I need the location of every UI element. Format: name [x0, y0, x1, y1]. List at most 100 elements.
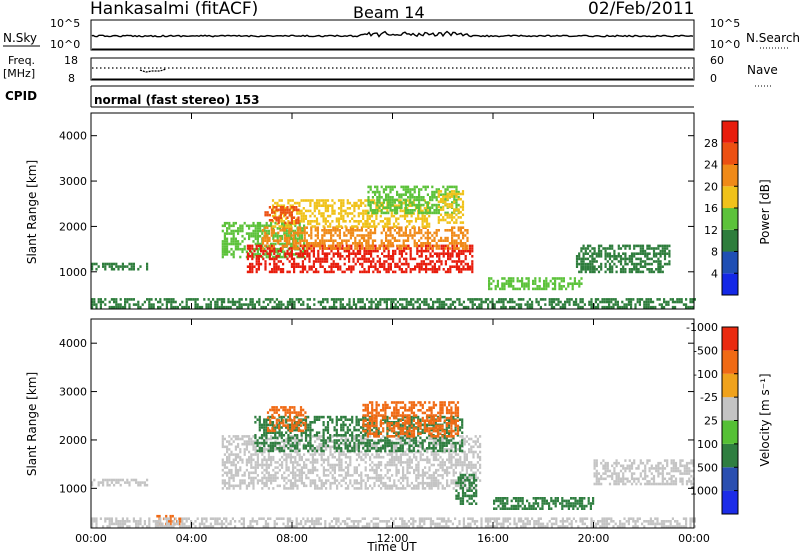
power-cell	[630, 300, 633, 304]
velocity-cell	[461, 466, 464, 469]
power-cell	[293, 222, 297, 226]
power-cell	[216, 298, 219, 301]
power-cell	[367, 260, 370, 263]
power-cell	[318, 204, 321, 207]
velocity-cell	[413, 484, 416, 488]
power-cell	[357, 214, 360, 218]
power-cell	[270, 234, 273, 237]
velocity-cell	[267, 471, 270, 475]
power-cell	[273, 257, 276, 261]
power-cell	[689, 305, 692, 309]
power-cell	[230, 242, 233, 246]
power-cell	[431, 249, 434, 253]
power-cell	[275, 265, 278, 268]
velocity-cell	[314, 479, 317, 482]
power-cell	[437, 200, 440, 204]
power-cell	[387, 234, 390, 237]
power-cell	[241, 247, 244, 251]
power-cell	[413, 188, 416, 191]
power-cell	[322, 300, 325, 304]
velocity-cell	[261, 453, 264, 456]
velocity-cell	[342, 476, 345, 480]
velocity-cell	[285, 440, 288, 443]
power-cell	[578, 252, 581, 255]
velocity-cell	[320, 458, 323, 462]
power-cell	[433, 262, 436, 266]
power-cell	[405, 270, 408, 274]
power-cell	[580, 282, 583, 285]
power-cell	[388, 217, 391, 220]
power-colorbar-segment	[722, 164, 738, 187]
velocity-cell	[296, 444, 299, 447]
velocity-cell	[428, 484, 431, 488]
velocity-cell	[377, 463, 380, 467]
power-cell	[315, 217, 319, 220]
power-cell	[521, 285, 524, 288]
power-cell	[381, 265, 384, 268]
velocity-cell	[441, 458, 444, 462]
power-cell	[332, 242, 335, 245]
velocity-cell	[459, 440, 462, 443]
power-cell	[278, 204, 281, 207]
power-cell	[561, 303, 564, 306]
velocity-cell	[377, 455, 380, 459]
power-cell	[252, 234, 255, 238]
power-cell	[348, 305, 351, 309]
power-cell	[538, 287, 541, 291]
power-cell	[387, 198, 390, 202]
beam-title: Beam 14	[353, 3, 425, 22]
velocity-cell	[265, 476, 268, 480]
power-cell	[420, 262, 423, 266]
power-cell	[314, 242, 317, 245]
power-cell	[482, 300, 485, 304]
power-cell	[420, 196, 423, 199]
power-cell	[409, 252, 412, 255]
power-cell	[237, 227, 240, 230]
velocity-cell	[278, 421, 281, 424]
power-cell	[282, 206, 285, 209]
power-cell	[288, 208, 291, 212]
power-cell	[374, 190, 377, 194]
power-cell	[646, 255, 649, 258]
velocity-cell	[254, 436, 257, 440]
power-cell	[358, 229, 361, 232]
velocity-cell	[267, 455, 270, 459]
power-cell	[318, 199, 321, 202]
power-cell	[404, 206, 407, 209]
velocity-cell	[234, 471, 237, 475]
velocity-cell	[472, 440, 475, 443]
power-cell	[261, 247, 265, 250]
velocity-cell	[448, 458, 451, 462]
power-cell	[405, 268, 408, 271]
velocity-cell	[311, 435, 314, 438]
velocity-cell	[463, 458, 466, 462]
power-cell	[226, 229, 229, 233]
power-cell	[350, 244, 353, 248]
power-cell	[292, 239, 295, 242]
power-cell	[367, 244, 370, 248]
velocity-cell	[248, 435, 251, 438]
velocity-cell	[226, 461, 229, 464]
velocity-cell	[228, 458, 231, 462]
velocity-cell	[349, 440, 352, 443]
velocity-cell	[311, 479, 314, 482]
velocity-cell	[393, 455, 396, 459]
velocity-cell	[360, 450, 363, 454]
velocity-cell	[271, 431, 275, 434]
velocity-cell	[250, 479, 253, 482]
power-cell	[304, 257, 307, 261]
velocity-cell	[459, 455, 462, 459]
power-cell	[418, 255, 421, 258]
power-cell	[355, 303, 358, 306]
velocity-cell	[331, 474, 334, 477]
power-cell	[400, 201, 403, 204]
power-cell	[323, 247, 326, 250]
power-cell	[279, 229, 282, 232]
power-cell	[132, 298, 135, 301]
power-cell	[130, 267, 133, 271]
velocity-cell	[260, 426, 264, 429]
velocity-cell	[364, 466, 367, 469]
power-cell	[274, 209, 277, 213]
power-cell	[431, 196, 434, 199]
power-cell	[494, 285, 497, 288]
